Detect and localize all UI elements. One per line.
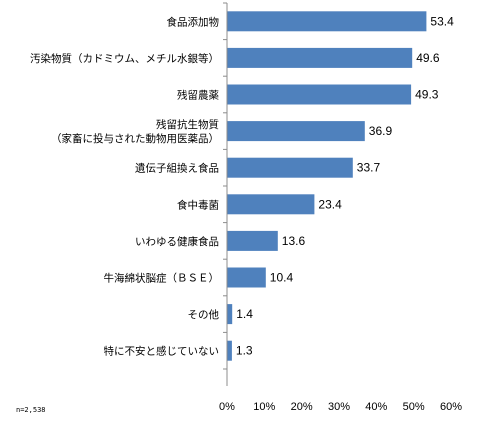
bar — [227, 194, 315, 215]
x-tick-label: 10% — [253, 401, 275, 413]
data-label: 13.6 — [282, 234, 306, 248]
category-label: 遺伝子組換え食品 — [135, 162, 219, 175]
category-label: （家畜に投与された動物用医薬品） — [51, 132, 219, 145]
bar — [227, 267, 266, 288]
data-label: 49.6 — [416, 51, 440, 65]
category-label: いわゆる健康食品 — [135, 235, 219, 248]
bar — [227, 84, 412, 105]
category-label: 食品添加物 — [167, 15, 220, 28]
value-labels: 53.4 49.6 49.3 36.9 33.7 23.4 13.6 10.4 1.4 1.3 — [236, 14, 454, 357]
category-label: その他 — [188, 308, 220, 321]
x-tick-label: 50% — [403, 401, 425, 413]
category-label: 食中毒菌 — [177, 198, 219, 211]
bar — [227, 304, 233, 325]
bar — [227, 230, 278, 251]
bars-group — [227, 11, 427, 361]
category-label: 残留抗生物質 — [156, 118, 219, 131]
data-label: 53.4 — [430, 14, 454, 28]
x-axis: 0% 10% 20% 30% 40% 50% 60% — [219, 2, 462, 413]
data-label: 23.4 — [318, 197, 342, 211]
category-label: 残留農薬 — [177, 89, 219, 102]
bar — [227, 11, 427, 32]
data-label: 33.7 — [357, 161, 381, 175]
data-label: 1.3 — [236, 344, 253, 358]
category-label: 汚染物質（カドミウム、メチル水銀等） — [30, 52, 219, 65]
bar — [227, 47, 413, 68]
data-label: 10.4 — [270, 271, 294, 285]
category-label: 特に不安と感じていない — [104, 345, 220, 358]
x-tick-label: 30% — [328, 401, 350, 413]
x-tick-label: 0% — [219, 401, 235, 413]
bar — [227, 157, 353, 178]
data-label: 49.3 — [415, 88, 439, 102]
bar — [227, 340, 232, 361]
x-tick-label: 20% — [291, 401, 313, 413]
sample-size-note: n=2,538 — [16, 406, 46, 414]
bar — [227, 121, 365, 142]
data-label: 1.4 — [236, 307, 253, 321]
x-tick-label: 40% — [365, 401, 387, 413]
x-tick-label: 60% — [440, 401, 462, 413]
data-label: 36.9 — [369, 124, 393, 138]
category-label: 牛海綿状脳症（ＢＳＥ） — [104, 272, 220, 285]
